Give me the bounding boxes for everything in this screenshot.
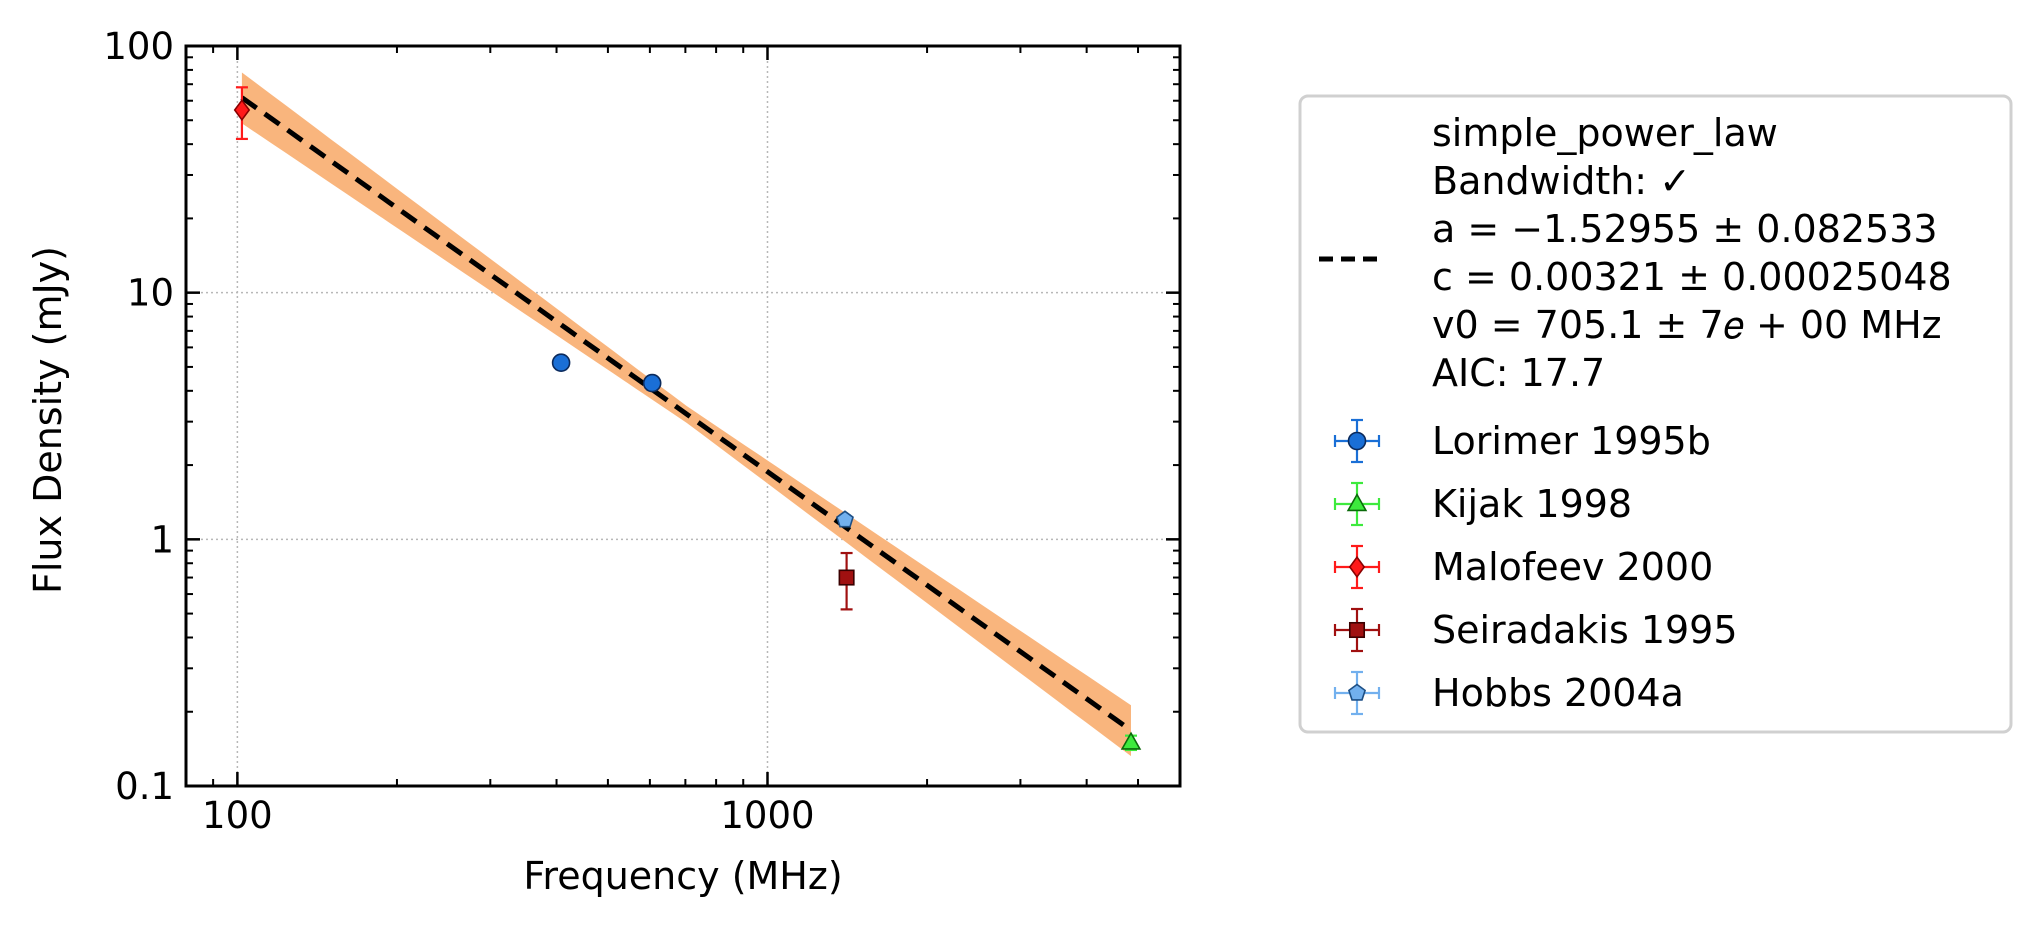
legend-entry-label: Malofeev 2000	[1432, 545, 1713, 589]
legend-marker	[1348, 621, 1366, 639]
y-tick-label: 100	[103, 25, 174, 68]
x-tick-label: 100	[202, 794, 273, 837]
data-points	[233, 86, 1142, 752]
y-tick-label: 10	[127, 272, 174, 315]
data-point	[642, 373, 662, 393]
legend-fit-text: Bandwidth: ✓	[1432, 159, 1691, 203]
axis-ticks	[186, 44, 1180, 788]
data-point	[835, 510, 854, 528]
legend-fit-text: a = −1.52955 ± 0.082533	[1432, 207, 1938, 251]
legend-marker	[1346, 492, 1368, 512]
axes-frame	[184, 44, 1182, 788]
legend-marker	[1348, 555, 1366, 579]
fit-line	[240, 95, 1133, 733]
legend-marker	[1347, 683, 1367, 701]
data-point	[1120, 731, 1142, 750]
legend-entry-label: Lorimer 1995b	[1432, 419, 1711, 463]
legend-fit-text: c = 0.00321 ± 0.00025048	[1432, 255, 1952, 299]
tick-labels: 100 1000 0.1 1 10 100	[103, 25, 814, 837]
x-tick-label: 1000	[720, 794, 814, 837]
fit-line-group	[240, 95, 1133, 733]
y-tick-label: 1	[150, 518, 174, 561]
legend-marker	[1347, 431, 1367, 451]
legend-fit-text: simple_power_law	[1432, 111, 1778, 155]
legend-fit-text: AIC: 17.7	[1432, 351, 1605, 395]
legend-entry-label: Seiradakis 1995	[1432, 608, 1738, 652]
data-point	[551, 353, 571, 373]
y-tick-label: 0.1	[115, 765, 174, 808]
y-axis-label: Flux Density (mJy)	[26, 246, 70, 594]
legend-entry-label: Hobbs 2004a	[1432, 671, 1684, 715]
legend-entry-label: Kijak 1998	[1432, 482, 1632, 526]
legend-box	[1298, 94, 2013, 734]
data-point	[838, 569, 855, 586]
legend-fit-text: v0 = 705.1 ± 7𝑒 + 00 MHz	[1432, 303, 1942, 347]
x-axis-label: Frequency (MHz)	[523, 854, 842, 898]
data-point	[233, 98, 251, 122]
